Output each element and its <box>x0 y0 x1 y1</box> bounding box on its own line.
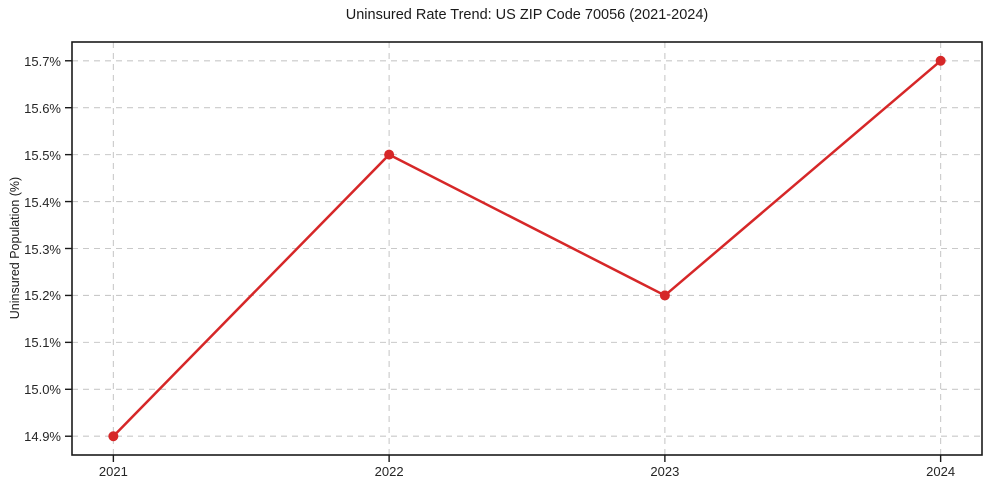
y-tick-label: 15.1% <box>24 335 61 351</box>
y-tick-label: 15.7% <box>24 53 61 69</box>
x-tick-label: 2023 <box>650 464 680 479</box>
x-tick-label: 2021 <box>98 464 128 479</box>
y-tick-label: 15.4% <box>24 194 61 210</box>
y-tick-label: 15.3% <box>24 241 61 257</box>
chart-title: Uninsured Rate Trend: US ZIP Code 70056 … <box>345 7 709 23</box>
x-tick-label: 2022 <box>374 464 404 479</box>
y-tick-label: 15.0% <box>24 382 61 398</box>
x-tick-label: 2024 <box>926 464 956 479</box>
trend-line <box>112 59 942 438</box>
data-point-2022 <box>384 149 395 160</box>
data-point-2024 <box>935 55 946 66</box>
y-tick-label: 15.5% <box>24 147 61 163</box>
data-point-2021 <box>108 431 119 442</box>
y-tick-label: 15.2% <box>24 288 61 304</box>
data-point-2023 <box>659 290 670 301</box>
y-tick-label: 15.6% <box>24 100 61 116</box>
y-tick-label: 14.9% <box>24 429 61 445</box>
